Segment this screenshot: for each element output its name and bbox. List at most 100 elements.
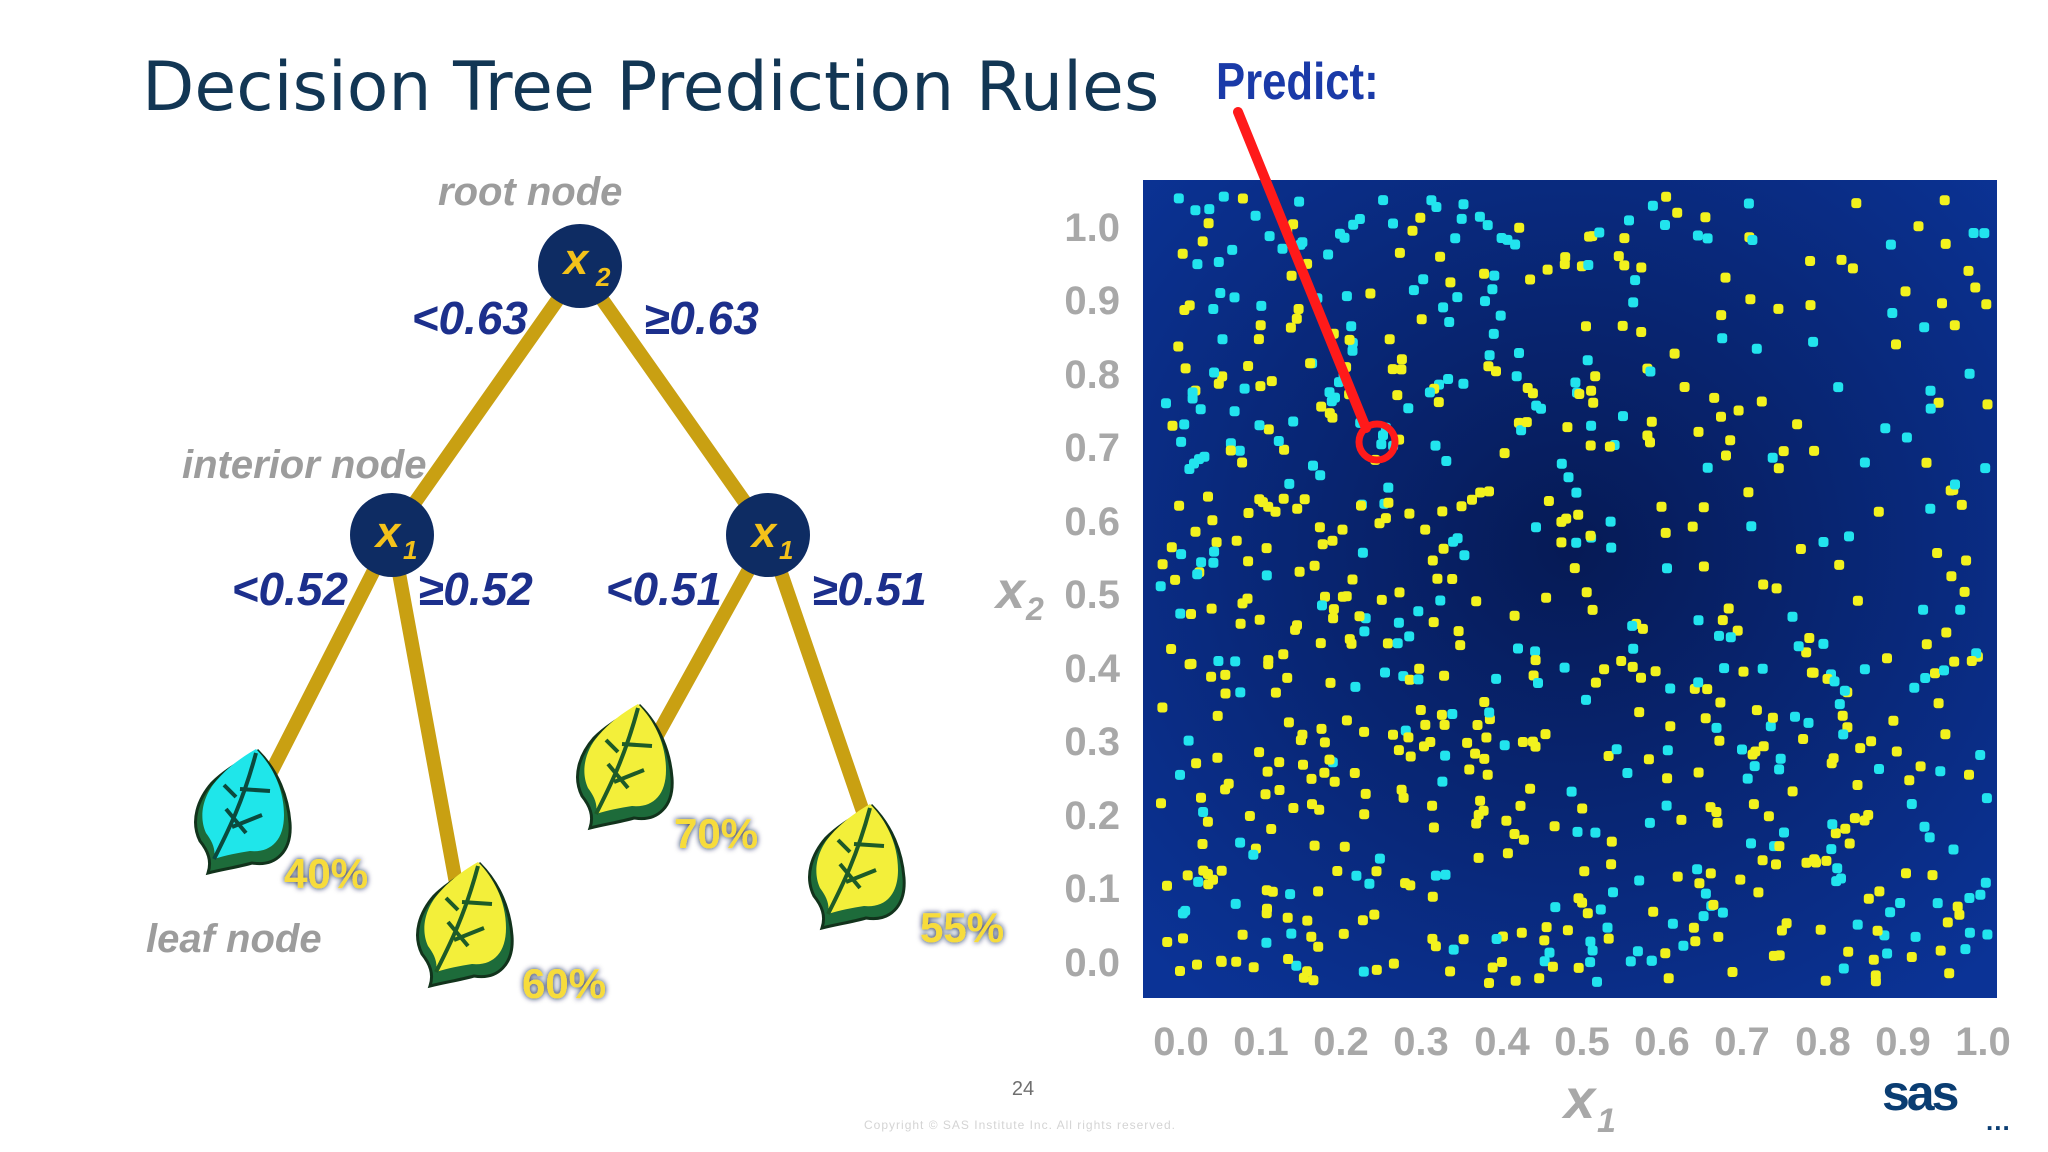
scatter-point xyxy=(1439,670,1450,681)
scatter-point xyxy=(1586,385,1597,396)
scatter-point xyxy=(1866,736,1877,747)
scatter-point xyxy=(1384,334,1395,345)
scatter-point xyxy=(1487,284,1498,295)
scatter-point xyxy=(1705,802,1716,813)
scatter-point xyxy=(1982,929,1993,940)
scatter-point xyxy=(1306,931,1317,942)
right-node-var: x xyxy=(750,508,778,557)
scatter-point xyxy=(1229,292,1240,303)
scatter-point xyxy=(1808,336,1819,347)
scatter-point xyxy=(1211,537,1222,548)
scatter-point xyxy=(1738,666,1749,677)
scatter-point xyxy=(1440,869,1451,880)
y-tick: 0.5 xyxy=(1064,573,1120,617)
scatter-point xyxy=(1803,717,1814,728)
scatter-point xyxy=(1378,195,1389,206)
scatter-point xyxy=(1404,631,1415,642)
scatter-point xyxy=(1581,694,1591,705)
scatter-point xyxy=(1887,308,1898,318)
scatter-point xyxy=(1790,711,1800,722)
x-axis-ticks: 0.0 0.1 0.2 0.3 0.4 0.5 0.6 0.7 0.8 0.9 … xyxy=(1153,1020,2011,1064)
scatter-point xyxy=(1815,924,1826,935)
scatter-point xyxy=(1235,837,1246,848)
scatter-point xyxy=(1521,417,1532,428)
scatter-point xyxy=(1975,889,1986,900)
scatter-point xyxy=(1462,737,1473,748)
scatter-point xyxy=(1515,800,1526,811)
scatter-point xyxy=(1665,683,1676,694)
interior-node-label: interior node xyxy=(182,443,426,487)
scatter-point xyxy=(1622,768,1633,778)
scatter-point xyxy=(1435,251,1446,262)
scatter-point xyxy=(1173,341,1184,352)
scatter-point xyxy=(1832,863,1843,874)
scatter-point xyxy=(1431,202,1442,212)
scatter-point xyxy=(1646,416,1657,427)
scatter-point xyxy=(1590,827,1601,838)
scatter-point xyxy=(1317,539,1328,550)
scatter-point xyxy=(1374,853,1385,864)
scatter-point xyxy=(1531,522,1541,533)
scatter-point xyxy=(1227,244,1238,255)
scatter-point xyxy=(1256,300,1267,311)
scatter-point xyxy=(1510,239,1521,250)
scatter-point xyxy=(1420,719,1431,730)
scatter-point xyxy=(1606,859,1617,870)
scatter-point xyxy=(1940,238,1951,249)
scatter-point xyxy=(1712,817,1723,828)
more-options-icon[interactable]: ... xyxy=(1986,1106,2011,1136)
scatter-point xyxy=(1758,579,1769,590)
scatter-point xyxy=(1337,524,1348,535)
x-axis-sub: 1 xyxy=(1597,1102,1616,1140)
scatter-point xyxy=(1332,866,1343,876)
scatter-point xyxy=(1364,878,1375,889)
scatter-point xyxy=(1235,618,1246,629)
x-tick: 0.8 xyxy=(1795,1020,1851,1064)
root-node-var: x xyxy=(562,235,590,284)
scatter-point xyxy=(1605,516,1616,527)
scatter-point xyxy=(1270,687,1281,698)
scatter-point xyxy=(1585,530,1596,541)
scatter-point xyxy=(1852,595,1863,606)
scatter-point xyxy=(1405,880,1416,891)
scatter-point xyxy=(1513,643,1523,654)
scatter-point xyxy=(1687,521,1698,532)
scatter-point xyxy=(1716,411,1726,422)
scatter-point xyxy=(1404,508,1415,519)
scatter-point xyxy=(1702,684,1713,695)
scatter-point xyxy=(1388,729,1398,740)
scatter-point xyxy=(1662,773,1673,784)
scatter-point xyxy=(1510,975,1521,986)
scatter-point xyxy=(1376,594,1387,605)
right-node-sub: 1 xyxy=(779,535,793,565)
scatter-point xyxy=(1932,898,1943,909)
scatter-point xyxy=(1809,445,1820,456)
scatter-point xyxy=(1161,398,1171,409)
scatter-point xyxy=(1517,737,1528,747)
scatter-point xyxy=(1913,221,1924,232)
scatter-point xyxy=(1471,596,1482,607)
scatter-point xyxy=(1220,784,1231,795)
scatter-point xyxy=(1579,866,1590,877)
scatter-point xyxy=(1880,423,1891,434)
scatter-point xyxy=(1203,491,1213,502)
scatter-point xyxy=(1380,667,1390,678)
scatter-point xyxy=(1284,478,1295,489)
scatter-point xyxy=(1398,792,1409,803)
scatter-point xyxy=(1235,687,1246,698)
scatter-point xyxy=(1403,403,1414,414)
scatter-point xyxy=(1919,821,1930,832)
scatter-point xyxy=(1156,798,1166,809)
scatter-point xyxy=(1298,759,1308,770)
left-node-sub: 1 xyxy=(403,535,417,565)
scatter-point xyxy=(1588,397,1599,408)
scatter-point xyxy=(1787,786,1798,797)
scatter-point xyxy=(1273,436,1284,446)
scatter-point xyxy=(1514,222,1525,233)
x-axis-title: x 1 xyxy=(1561,1067,1616,1140)
scatter-point xyxy=(1501,815,1512,826)
scatter-point xyxy=(1949,656,1960,667)
scatter-point xyxy=(1801,857,1812,868)
scatter-point xyxy=(1435,595,1446,606)
scatter-point xyxy=(1173,193,1184,204)
